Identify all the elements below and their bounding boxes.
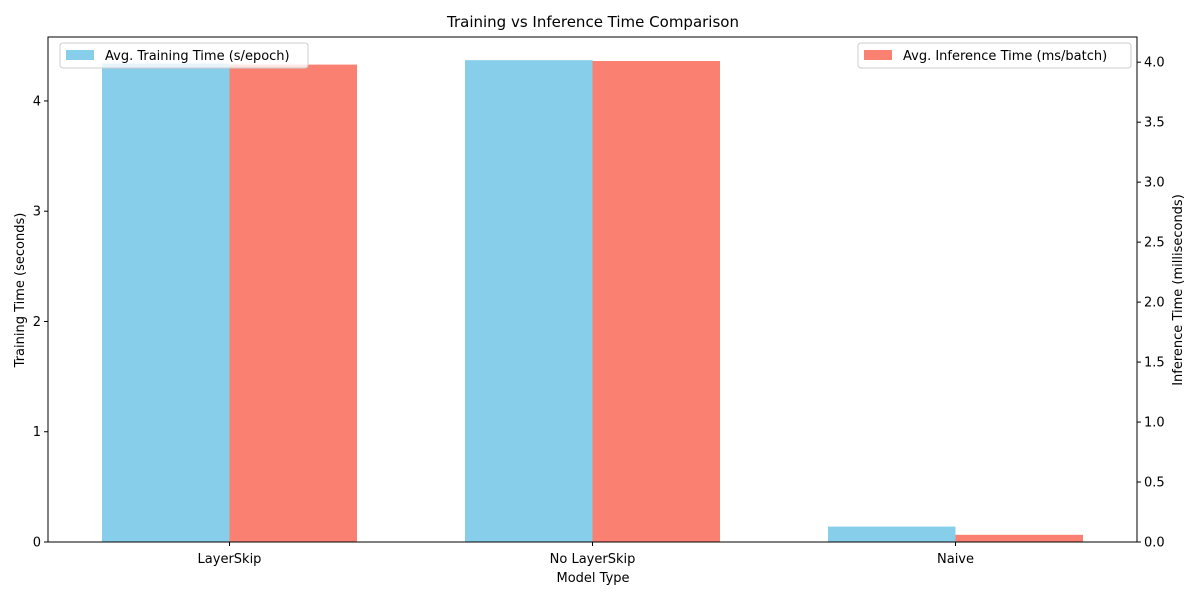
x-tick-label: No LayerSkip bbox=[550, 552, 636, 567]
x-axis: LayerSkip No LayerSkip Naive bbox=[198, 542, 974, 567]
y-right-tick-label: 1.0 bbox=[1144, 416, 1165, 431]
legend-inference: Avg. Inference Time (ms/batch) bbox=[857, 42, 1132, 69]
y-left-tick-label: 3 bbox=[33, 205, 41, 220]
y-axis-left-label: Training Time (seconds) bbox=[13, 213, 28, 369]
y-right-tick-label: 2.0 bbox=[1144, 296, 1165, 311]
bar-inference-layerskip bbox=[229, 64, 357, 542]
x-tick-label: LayerSkip bbox=[198, 552, 262, 567]
legend-training-box bbox=[59, 42, 309, 69]
legend-inference-swatch bbox=[864, 50, 892, 60]
y-right-tick-label: 0.5 bbox=[1144, 476, 1165, 491]
bar-inference-no-layerskip bbox=[592, 60, 720, 542]
y-right-tick-label: 3.0 bbox=[1144, 176, 1165, 191]
y-axis-left: 0 1 2 3 4 bbox=[33, 94, 48, 551]
bar-training-no-layerskip bbox=[465, 60, 593, 542]
legend-training: Avg. Training Time (s/epoch) bbox=[59, 42, 309, 69]
bar-training-naive bbox=[828, 526, 956, 542]
bar-training-layerskip bbox=[102, 63, 230, 542]
legend-training-label: Avg. Training Time (s/epoch) bbox=[105, 49, 290, 64]
x-axis-label: Model Type bbox=[556, 571, 629, 586]
y-right-tick-label: 4.0 bbox=[1144, 56, 1165, 71]
y-left-tick-label: 2 bbox=[33, 315, 41, 330]
legend-inference-box bbox=[857, 42, 1132, 69]
bars-group bbox=[102, 60, 1083, 542]
y-left-tick-label: 1 bbox=[33, 425, 41, 440]
y-left-tick-label: 0 bbox=[33, 536, 41, 551]
legend-inference-label: Avg. Inference Time (ms/batch) bbox=[903, 49, 1107, 64]
y-axis-right-label: Inference Time (milliseconds) bbox=[1171, 194, 1186, 386]
y-axis-right: 0.0 0.5 1.0 1.5 2.0 2.5 3.0 3.5 4.0 bbox=[1137, 56, 1165, 551]
y-right-tick-label: 1.5 bbox=[1144, 356, 1165, 371]
legend-training-swatch bbox=[66, 50, 94, 60]
y-right-tick-label: 0.0 bbox=[1144, 536, 1165, 551]
y-right-tick-label: 2.5 bbox=[1144, 236, 1165, 251]
x-tick-label: Naive bbox=[937, 552, 974, 567]
y-left-tick-label: 4 bbox=[33, 94, 41, 109]
bar-inference-naive bbox=[955, 534, 1083, 542]
chart-title: Training vs Inference Time Comparison bbox=[446, 13, 739, 31]
y-right-tick-label: 3.5 bbox=[1144, 116, 1165, 131]
